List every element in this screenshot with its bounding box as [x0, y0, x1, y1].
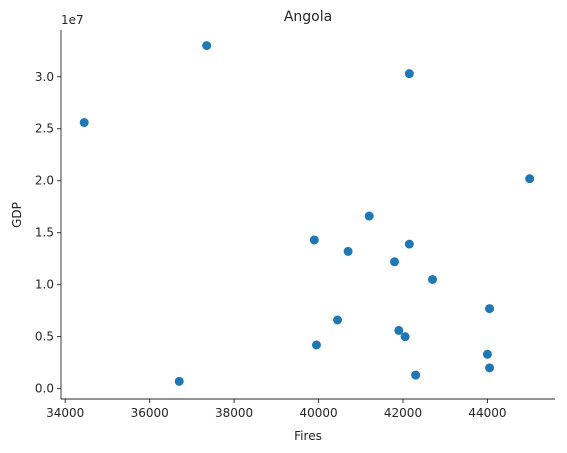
- x-tick-label: 42000: [384, 406, 422, 420]
- data-point: [485, 363, 495, 373]
- axes: [60, 30, 555, 400]
- y-offset-label: 1e7: [61, 13, 84, 27]
- data-point: [79, 118, 89, 128]
- x-tick-label: 36000: [131, 406, 169, 420]
- data-point: [482, 349, 492, 359]
- data-point: [400, 332, 410, 342]
- data-point: [311, 340, 321, 350]
- y-tick-label: 2.0: [35, 174, 54, 188]
- x-tick-label: 40000: [299, 406, 337, 420]
- data-point: [411, 370, 421, 380]
- data-point: [485, 304, 495, 314]
- data-point: [333, 315, 343, 325]
- y-tick-label: 3.0: [35, 70, 54, 84]
- data-point: [202, 41, 212, 51]
- y-ticks: 0.0 0.5 1.0 1.5 2.0 2.5 3.0: [35, 70, 61, 396]
- data-point: [364, 211, 374, 221]
- data-point: [343, 246, 353, 256]
- y-tick-label: 0.5: [35, 330, 54, 344]
- y-tick-label: 0.0: [35, 382, 54, 396]
- data-point: [404, 239, 414, 249]
- data-points: [79, 41, 535, 386]
- y-tick-label: 1.0: [35, 278, 54, 292]
- x-axis-label: Fires: [294, 429, 322, 443]
- data-point: [428, 274, 438, 284]
- data-point: [174, 376, 184, 386]
- x-ticks: 34000 36000 38000 40000 42000 44000: [46, 399, 507, 420]
- data-point: [525, 174, 535, 184]
- chart-title: Angola: [284, 9, 332, 25]
- y-axis-label: GDP: [10, 202, 24, 228]
- x-tick-label: 44000: [468, 406, 506, 420]
- x-tick-label: 34000: [46, 406, 84, 420]
- y-tick-label: 2.5: [35, 122, 54, 136]
- data-point: [404, 69, 414, 79]
- y-tick-label: 1.5: [35, 226, 54, 240]
- data-point: [309, 235, 319, 245]
- data-point: [390, 257, 400, 267]
- data-point: [394, 325, 404, 335]
- x-tick-label: 38000: [215, 406, 253, 420]
